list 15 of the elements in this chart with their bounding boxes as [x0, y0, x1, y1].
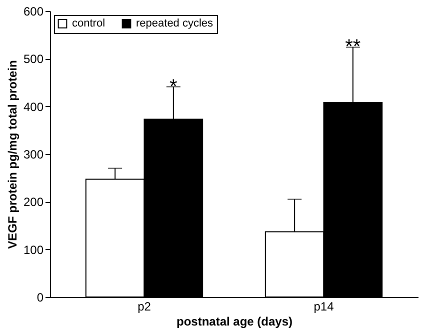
- y-tick-label: 200: [23, 195, 44, 210]
- annotation: **: [345, 36, 361, 58]
- y-tick-label: 400: [23, 100, 44, 114]
- y-tick-label: 500: [23, 52, 44, 66]
- x-axis-title: postnatal age (days): [176, 314, 293, 328]
- legend-label: control: [72, 18, 106, 30]
- legend-label: repeated cycles: [136, 18, 214, 30]
- x-tick-label: p2: [138, 300, 152, 314]
- y-tick-label: 100: [23, 242, 44, 257]
- x-tick-label: p14: [314, 300, 334, 314]
- y-tick-label: 600: [23, 4, 44, 18]
- y-axis-title: VEGF protein pg/mg total protein: [5, 60, 20, 249]
- y-tick-label: 0: [36, 290, 44, 304]
- annotation: *: [170, 76, 178, 98]
- y-tick-label: 300: [23, 148, 44, 162]
